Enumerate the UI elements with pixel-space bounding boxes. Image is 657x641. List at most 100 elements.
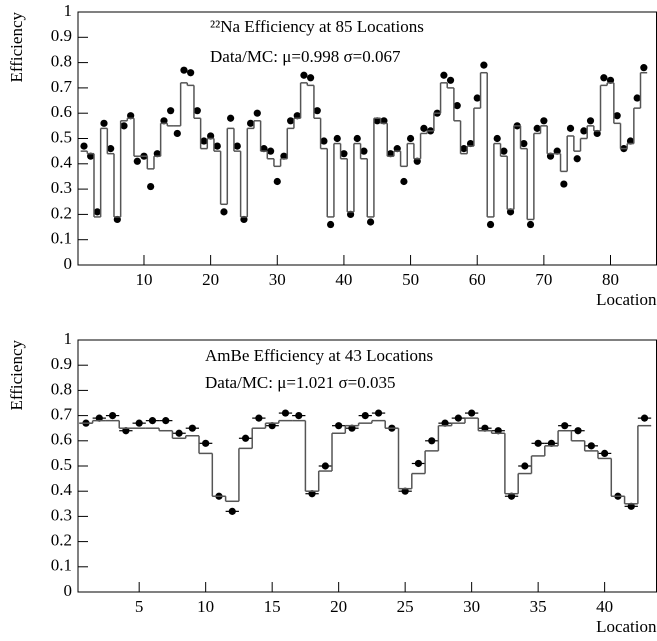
data-point: [193, 107, 201, 115]
y-tick-label: 0.2: [51, 531, 72, 550]
y-tick-label: 0.1: [51, 556, 72, 575]
data-point: [453, 102, 461, 110]
data-point: [600, 74, 608, 82]
data-point: [247, 119, 255, 127]
y-tick-label: 0.4: [51, 153, 73, 172]
y-tick-label: 0.1: [51, 229, 72, 248]
data-point: [300, 71, 308, 79]
data-point: [473, 94, 481, 102]
data-point: [120, 122, 128, 130]
y-tick-label: 0.6: [51, 102, 72, 121]
data-point: [480, 61, 488, 69]
data-point: [500, 147, 508, 155]
data-point: [493, 134, 501, 143]
y-tick-label: 0.6: [51, 430, 72, 449]
x-tick-label: 70: [535, 270, 552, 289]
x-axis-label: Location: [596, 290, 657, 309]
data-point: [520, 139, 528, 148]
data-point: [335, 422, 343, 430]
data-point: [273, 177, 281, 186]
data-point: [640, 414, 649, 422]
data-point: [561, 422, 569, 430]
x-tick-label: 20: [202, 270, 219, 289]
data-point: [374, 409, 383, 417]
y-tick-label: 0: [64, 581, 73, 600]
data-point: [573, 155, 581, 163]
data-point: [400, 177, 408, 186]
panel-title: ²²Na Efficiency at 85 Locations: [210, 17, 424, 36]
data-point: [446, 76, 455, 84]
data-point: [187, 69, 195, 77]
data-point: [326, 220, 335, 229]
data-point: [267, 147, 275, 155]
y-tick-label: 0.7: [51, 77, 73, 96]
y-tick-label: 0.5: [51, 127, 72, 146]
data-point: [227, 114, 235, 122]
data-point: [540, 117, 548, 125]
x-tick-label: 30: [463, 597, 480, 616]
x-tick-label: 15: [264, 597, 281, 616]
data-point: [601, 449, 609, 457]
data-point: [534, 439, 542, 447]
data-point: [574, 427, 582, 435]
annotation: Data/MC: μ=0.998 σ=0.067: [210, 47, 401, 66]
data-point: [147, 182, 155, 191]
y-tick-label: 0.5: [51, 455, 72, 474]
data-point: [321, 462, 329, 470]
data-point: [521, 462, 529, 470]
y-tick-label: 0.3: [51, 505, 72, 524]
data-point: [162, 417, 170, 425]
data-point: [526, 220, 535, 229]
data-point: [406, 134, 415, 143]
y-tick-label: 0.2: [51, 203, 72, 222]
data-point: [587, 442, 595, 450]
data-point: [566, 124, 575, 132]
y-tick-label: 0.4: [51, 480, 73, 499]
data-point: [135, 419, 143, 427]
data-point: [360, 147, 368, 155]
data-point: [188, 424, 196, 432]
data-point: [420, 124, 428, 132]
data-point: [361, 412, 369, 420]
data-point: [295, 412, 303, 420]
data-point: [486, 220, 495, 229]
data-point: [460, 145, 468, 153]
data-point: [233, 142, 241, 150]
x-tick-label: 10: [197, 597, 214, 616]
data-point: [255, 414, 263, 422]
data-point: [228, 507, 236, 515]
x-tick-label: 5: [135, 597, 144, 616]
x-tick-label: 20: [330, 597, 347, 616]
data-point: [366, 218, 375, 226]
data-point: [287, 117, 295, 125]
data-point: [586, 117, 595, 125]
data-point: [340, 150, 348, 158]
data-point: [353, 134, 361, 143]
data-point: [241, 434, 250, 442]
data-point: [281, 409, 290, 417]
data-point: [200, 137, 208, 145]
data-point: [100, 119, 108, 127]
x-tick-label: 50: [402, 270, 419, 289]
x-tick-label: 60: [469, 270, 486, 289]
data-point: [148, 417, 157, 425]
x-tick-label: 35: [530, 597, 547, 616]
x-tick-label: 80: [602, 270, 619, 289]
y-tick-label: 0.3: [51, 178, 72, 197]
data-point: [468, 409, 476, 417]
data-point: [108, 412, 117, 420]
y-tick-label: 0.7: [51, 405, 73, 424]
y-tick-label: 1: [64, 1, 73, 20]
y-tick-label: 1: [64, 329, 73, 348]
data-point: [428, 437, 436, 445]
data-point: [93, 208, 101, 216]
data-point: [107, 145, 115, 153]
data-point: [133, 157, 141, 165]
y-axis-label: Efficiency: [7, 12, 26, 83]
data-point: [533, 124, 541, 132]
data-point: [175, 429, 183, 437]
data-point: [213, 142, 221, 150]
x-tick-label: 10: [135, 270, 152, 289]
data-point: [440, 71, 448, 79]
